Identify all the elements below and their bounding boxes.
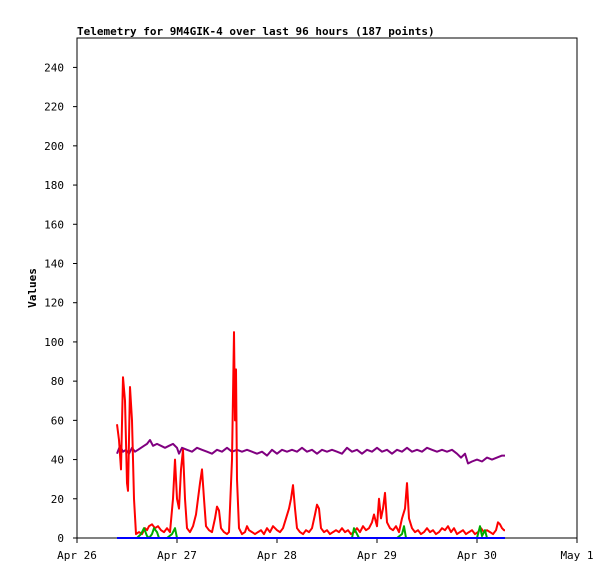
y-tick-label: 80 bbox=[51, 375, 64, 388]
y-axis-label: Values bbox=[26, 268, 39, 308]
x-tick-label: Apr 29 bbox=[357, 549, 397, 562]
x-tick-label: May 1 bbox=[560, 549, 593, 562]
y-tick-label: 140 bbox=[44, 257, 64, 270]
y-tick-label: 120 bbox=[44, 297, 64, 310]
x-tick-label: Apr 28 bbox=[257, 549, 297, 562]
plot-area bbox=[76, 37, 578, 539]
y-tick-label: 0 bbox=[57, 532, 64, 545]
y-tick-label: 200 bbox=[44, 140, 64, 153]
y-tick-label: 180 bbox=[44, 179, 64, 192]
x-axis: Apr 26 Apr 27 Apr 28 Apr 29 Apr 30 May 1 bbox=[57, 538, 594, 562]
series-line-1 bbox=[116, 439, 505, 465]
series-line-2 bbox=[116, 331, 505, 536]
y-tick-label: 40 bbox=[51, 454, 64, 467]
y-tick-label: 60 bbox=[51, 414, 64, 427]
y-tick-label: 20 bbox=[51, 493, 64, 506]
y-tick-label: 160 bbox=[44, 218, 64, 231]
y-tick-label: 220 bbox=[44, 101, 64, 114]
x-tick-label: Apr 27 bbox=[157, 549, 197, 562]
series-layer bbox=[116, 331, 505, 539]
y-tick-label: 100 bbox=[44, 336, 64, 349]
x-tick-label: Apr 26 bbox=[57, 549, 97, 562]
chart-title: Telemetry for 9M4GIK-4 over last 96 hour… bbox=[77, 25, 435, 38]
y-axis: 0 20 40 60 80 100 120 140 160 180 200 220 240 bbox=[44, 61, 77, 545]
x-tick-label: Apr 30 bbox=[457, 549, 497, 562]
y-tick-label: 240 bbox=[44, 61, 64, 74]
